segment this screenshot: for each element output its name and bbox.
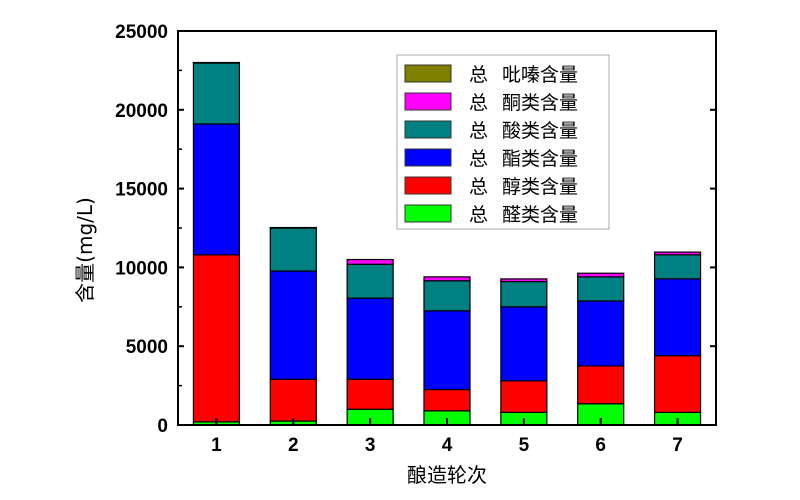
bar-segment xyxy=(653,251,702,256)
bar-segment xyxy=(653,355,702,413)
x-tick-label: 3 xyxy=(365,435,376,456)
bar-segment xyxy=(500,306,548,382)
y-tick-label: 5000 xyxy=(126,337,168,358)
bar-segment xyxy=(269,378,317,422)
legend-label: 醛类含量 xyxy=(502,204,578,226)
y-axis-title: 含量(mg/L) xyxy=(73,197,97,303)
y-axis: 0 5000 10000 15000 20000 25000 xyxy=(115,22,716,437)
bar-segment xyxy=(346,378,394,410)
legend-label-prefix: 总 xyxy=(469,92,488,114)
bar-stack-5 xyxy=(500,278,548,426)
bar-stack-2 xyxy=(269,226,317,426)
legend-label: 吡嗪含量 xyxy=(502,64,578,86)
legend-swatch xyxy=(404,120,452,139)
legend-box xyxy=(396,54,610,230)
bar-segment xyxy=(346,297,394,380)
bar-segment xyxy=(577,300,625,367)
y-tick-label: 15000 xyxy=(115,180,168,201)
bar-segment xyxy=(269,227,317,272)
x-axis-title: 酿造轮次 xyxy=(407,463,487,487)
bar-segment xyxy=(423,310,471,391)
legend-swatch xyxy=(404,176,452,195)
legend-label: 醇类含量 xyxy=(502,176,578,198)
bar-segment xyxy=(653,254,702,280)
bar-segment xyxy=(423,280,471,312)
legend-label-prefix: 总 xyxy=(469,176,488,198)
bar-stack-7 xyxy=(653,251,702,426)
bar-segment xyxy=(192,62,241,125)
legend-label-prefix: 总 xyxy=(469,204,488,226)
x-axis: 1 2 3 4 5 6 7 xyxy=(211,418,683,456)
legend-label: 酮类含量 xyxy=(502,92,578,114)
bar-stack-6 xyxy=(577,272,625,426)
legend-label-prefix: 总 xyxy=(469,148,488,170)
legend-label: 酯类含量 xyxy=(502,148,578,170)
bar-segment xyxy=(269,270,317,380)
bar-segment xyxy=(423,276,471,282)
bar-segment xyxy=(653,278,702,357)
x-tick-label: 2 xyxy=(288,435,299,456)
y-tick-label: 20000 xyxy=(115,101,168,122)
x-tick-label: 7 xyxy=(672,435,683,456)
legend-swatch xyxy=(404,148,452,167)
bar-stack-3 xyxy=(346,258,394,426)
legend: 总吡嗪含量总 酮类含量总 酸类含量总 酯类含量总 醇类含量总 醛类含量 xyxy=(396,54,610,230)
bar-stack-1 xyxy=(192,61,241,426)
x-tick-label: 4 xyxy=(442,435,453,456)
bar-segment xyxy=(577,365,625,405)
x-tick-label: 6 xyxy=(595,435,606,456)
bar-segment xyxy=(192,123,241,256)
bar-segment xyxy=(577,272,625,278)
legend-swatch xyxy=(404,92,452,111)
bar-stack-4 xyxy=(423,276,471,426)
legend-swatch xyxy=(404,64,452,83)
legend-label-prefix: 总 xyxy=(469,120,488,142)
bar-segment xyxy=(500,380,548,413)
bar-segment xyxy=(269,226,317,229)
bar-segment xyxy=(192,61,241,64)
y-tick-label: 25000 xyxy=(115,22,168,43)
legend-swatch xyxy=(404,204,452,223)
y-tick-label: 10000 xyxy=(115,258,168,279)
bar-segment xyxy=(423,388,471,412)
x-tick-label: 1 xyxy=(211,435,222,456)
legend-label-prefix: 总 xyxy=(469,64,488,86)
bar-segment xyxy=(500,278,548,283)
y-tick-label: 0 xyxy=(157,416,168,437)
bar-segment xyxy=(346,263,394,299)
bar-segment xyxy=(346,258,394,265)
bar-segment xyxy=(500,280,548,308)
bar-segment xyxy=(192,254,241,423)
legend-label: 酸类含量 xyxy=(502,120,578,142)
bar-segment xyxy=(577,276,625,302)
bars-group xyxy=(192,61,702,426)
x-tick-label: 5 xyxy=(519,435,530,456)
